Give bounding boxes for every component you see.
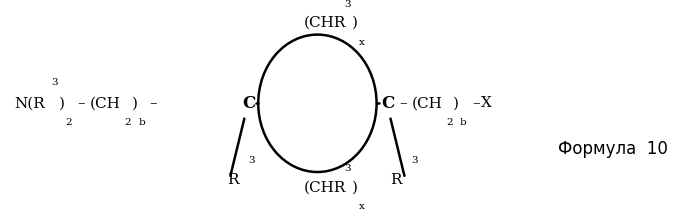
Text: x: x [359,38,365,47]
Text: (CHR: (CHR [303,180,346,194]
Text: (CH: (CH [412,96,442,110]
Text: –: – [399,96,407,110]
Text: R: R [227,173,238,187]
Text: 3: 3 [412,156,418,165]
Text: b: b [460,118,467,127]
Text: ): ) [453,96,459,110]
Text: –: – [78,96,85,110]
Text: –: – [149,96,157,110]
Text: ): ) [352,180,358,194]
Text: C: C [243,95,256,112]
Text: 3: 3 [344,0,350,9]
Text: 3: 3 [51,78,57,87]
Text: 2: 2 [446,118,453,127]
Text: C: C [382,95,395,112]
Text: N(R: N(R [15,96,45,110]
Text: ): ) [352,16,358,30]
Text: 2: 2 [66,118,72,127]
Text: x: x [359,202,365,211]
Text: 3: 3 [344,164,350,173]
Text: ): ) [131,96,138,110]
Text: X: X [481,96,492,110]
Text: –: – [472,96,480,110]
Text: R: R [391,173,402,187]
Text: 2: 2 [124,118,131,127]
Text: ): ) [59,96,65,110]
Text: 3: 3 [248,156,254,165]
Text: b: b [138,118,145,127]
Text: Формула  10: Формула 10 [558,140,668,158]
Text: (CHR: (CHR [303,16,346,30]
Text: (CH: (CH [89,96,121,110]
